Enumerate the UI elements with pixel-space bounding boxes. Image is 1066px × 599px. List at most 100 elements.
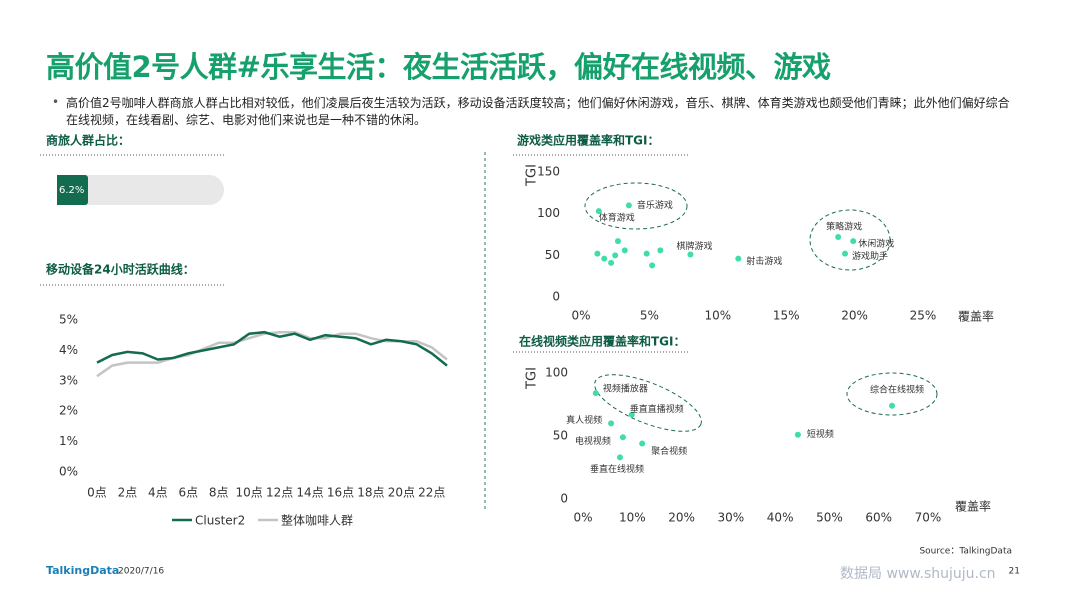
point-label: 体育游戏 [599,212,635,224]
progress-fill [57,175,68,205]
section-title: 游戏类应用覆盖率和TGI： [517,133,660,148]
point [657,247,664,254]
y-tick-label: 100 [545,366,568,380]
x-tick-label: 8点 [209,486,229,500]
x-tick-label: 10% [619,511,646,525]
x-tick-label: 50% [816,511,843,525]
point [794,431,801,438]
line [96,330,448,378]
point [842,250,849,257]
point [614,238,621,245]
y-tick-label: 150 [537,165,560,179]
point [850,238,857,245]
point [594,250,601,257]
y-tick-label: 100 [537,206,560,220]
progress-track [57,175,224,205]
point [612,252,619,259]
highlight [809,209,891,271]
point-label: 休闲游戏 [858,238,894,250]
page-number: 21 [1009,567,1020,577]
point [643,250,650,257]
point [889,402,896,409]
section-title: 在线视频类应用覆盖率和TGI： [519,334,686,349]
x-tick-label: 0点 [87,486,107,500]
x-tick-label: 15% [773,309,800,323]
point-label: 音乐游戏 [637,199,673,211]
source: Source：TalkingData [919,547,1012,557]
highlight [594,374,702,432]
point-label: 垂直在线视频 [590,463,644,475]
line [96,330,448,367]
x-tick-label: 25% [910,309,937,323]
point-label: 真人视频 [566,414,602,426]
y-tick-label: 50 [545,248,560,262]
x-tick-label: 22点 [418,486,445,500]
data-label: 6.2% [59,185,84,196]
y-tick-label: 3% [59,373,78,387]
x-tick-label: 70% [915,511,942,525]
y-tick-label: 5% [59,313,78,327]
point [628,411,635,418]
x-tick-label: 30% [718,511,745,525]
x-tick-label: 16点 [327,486,354,500]
x-tick-label: 2点 [118,486,138,500]
x-tick-label: 4点 [148,486,168,500]
point [639,440,646,447]
point-label: 射击游戏 [746,255,782,267]
point [649,262,656,269]
y-tick-label: 0 [560,492,568,506]
x-axis-label: 覆盖率 [955,499,991,514]
x-tick-label: 18点 [357,486,384,500]
point [625,202,632,209]
point [687,251,694,258]
y-tick-label: 50 [553,429,568,443]
date: 2020/7/16 [118,567,164,577]
x-tick-label: 5% [640,309,659,323]
x-tick-label: 20% [668,511,695,525]
x-axis-label: 覆盖率 [958,309,994,324]
point-label: 游戏助手 [852,250,888,262]
point-label: 垂直直播视频 [630,403,684,415]
highlight [584,182,688,230]
section-title: 商旅人群占比： [46,133,130,148]
point [735,255,742,262]
y-axis-label: TGI [525,164,540,187]
x-tick-label: 0% [573,511,592,525]
legend-label: 整体咖啡人群 [281,513,353,528]
point [608,259,615,266]
x-tick-label: 12点 [266,486,293,500]
watermark: 数据局 www.shujuju.cn [840,566,996,582]
x-tick-label: 60% [865,511,892,525]
point [619,434,626,441]
y-tick-label: 0% [59,465,78,479]
point [616,454,623,461]
highlight [846,372,938,416]
point [592,390,599,397]
y-axis-label: TGI [525,367,540,390]
x-tick-label: 10% [704,309,731,323]
point-label: 综合在线视频 [870,383,924,395]
x-tick-label: 6点 [178,486,198,500]
x-tick-label: 40% [767,511,794,525]
legend-label: Cluster2 [195,514,245,528]
bullet-text: 高价值2号咖啡人群商旅人群占比相对较低，他们凌晨后夜生活较为活跃，移动设备活跃度… [66,96,1010,127]
point-label: 视频播放器 [603,383,648,395]
point-label: 策略游戏 [826,221,862,233]
point-label: 棋牌游戏 [676,240,712,252]
x-tick-label: 20% [841,309,868,323]
bullet-dot: • [52,95,60,109]
x-tick-label: 20点 [388,486,415,500]
x-tick-label: 10点 [236,486,263,500]
y-tick-label: 2% [59,404,78,418]
point-label: 电视视频 [575,435,611,447]
point-label: 聚合视频 [651,445,687,457]
point [608,420,615,427]
point [595,208,602,215]
point [835,234,842,240]
logo: TalkingData [46,564,119,577]
point [621,247,628,254]
section-title: 移动设备24小时活跃曲线： [46,262,195,277]
slide-title: 高价值2号人群#乐享生活：夜生活活跃，偏好在线视频、游戏 [46,50,831,84]
